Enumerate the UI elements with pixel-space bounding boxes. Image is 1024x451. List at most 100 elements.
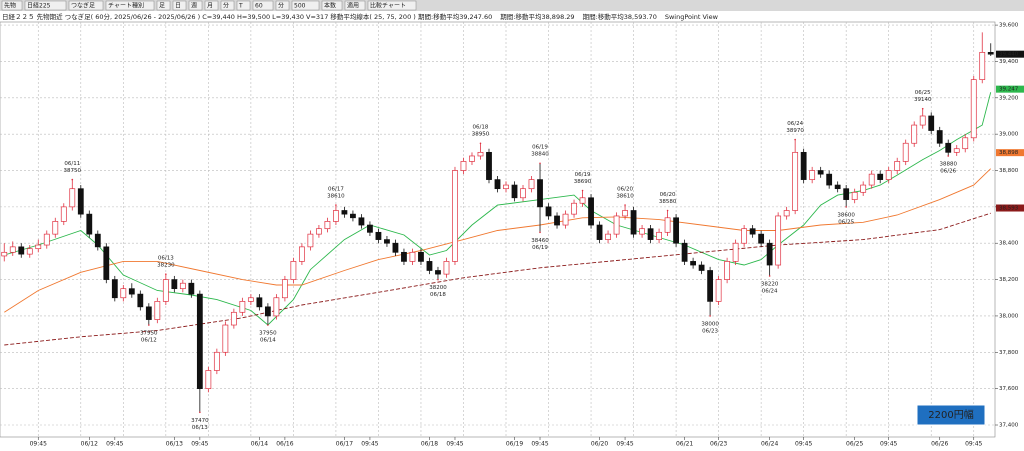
swing-label: 06/24 [762, 288, 778, 294]
swing-point [624, 204, 626, 206]
x-tick-label: 06/24 [761, 441, 778, 448]
swing-point [845, 206, 847, 208]
y-tick-label: 37,800 [999, 350, 1019, 356]
candle-body [911, 124, 918, 144]
candle-body [103, 246, 110, 280]
candle-body [639, 228, 645, 235]
swing-label: 06/13 [158, 256, 174, 262]
toolbar-label: 適用 [347, 2, 359, 10]
toolbar-button[interactable] [24, 0, 67, 11]
y-tick-label: 38,000 [999, 313, 1019, 319]
toolbar-button[interactable] [236, 0, 251, 11]
candle-body [188, 282, 195, 295]
swing-point [437, 278, 439, 281]
y-tick-label: 38,400 [999, 241, 1019, 247]
price-tag-label: 39,440 [999, 52, 1019, 58]
candle-body [205, 370, 212, 389]
price-tag-label: 38,593 [999, 206, 1019, 212]
candle-body [715, 279, 722, 302]
candle-body [945, 142, 952, 153]
legend-entry: 期間:移動平均38,898.29 [500, 12, 574, 21]
toolbar-button[interactable] [321, 0, 343, 11]
candle-body [86, 213, 93, 235]
toolbar-button[interactable] [68, 0, 104, 11]
swing-point [768, 275, 771, 277]
toolbar-label: つなぎ足 [71, 2, 95, 10]
toolbar-button[interactable] [344, 0, 366, 11]
candle-body [367, 224, 373, 233]
x-tick-label: 09:45 [965, 441, 982, 448]
toolbar-label: T [238, 3, 243, 10]
candle-body [656, 231, 662, 240]
x-tick-label: 06/13 [166, 441, 183, 448]
x-tick-label: 09:45 [30, 441, 47, 448]
candle-body [792, 151, 799, 211]
candle-body [809, 170, 816, 180]
toolbar-button[interactable] [291, 0, 320, 11]
swing-point [921, 107, 924, 110]
candle-body [622, 210, 628, 217]
y-tick-label: 37,400 [999, 423, 1019, 429]
legend-entry: 期間:移動平均39,247.60 [418, 12, 492, 21]
y-tick-label: 39,000 [999, 132, 1019, 138]
toolbar-label: 日 [175, 3, 181, 10]
x-tick-label: 09:45 [795, 441, 812, 448]
candle-body [919, 115, 926, 126]
x-tick-label: 06/19 [506, 441, 523, 448]
toolbar-button[interactable] [367, 0, 417, 11]
swing-label: 38950 [472, 132, 490, 138]
x-tick-label: 06/12 [81, 441, 98, 448]
swing-label: 06/25 [838, 219, 854, 225]
toolbar-button[interactable] [188, 0, 203, 11]
candle-body [128, 288, 135, 295]
toolbar-button[interactable] [156, 0, 171, 11]
toolbar-label: 本数 [324, 2, 336, 10]
candle-body [698, 264, 705, 271]
candle-body [749, 228, 756, 235]
price-tag-label: 38,898 [999, 150, 1019, 156]
swing-point [165, 273, 167, 275]
candle-body [230, 311, 237, 326]
x-tick-label: 06/20 [591, 441, 608, 448]
candle-body [443, 261, 450, 275]
swing-label: 38600 [837, 212, 855, 218]
candle-body [885, 170, 892, 180]
toolbar-label: 分 [223, 2, 229, 10]
toolbar-label: 比較チャート [370, 2, 406, 10]
swing-label: 06/17 [328, 187, 344, 193]
candle-body [43, 233, 50, 246]
toolbar-button[interactable] [204, 0, 219, 11]
candle-body [554, 215, 560, 226]
candle-body [545, 206, 552, 217]
candle-body [579, 197, 586, 204]
candle-body [52, 221, 59, 235]
moving-average-line [4, 212, 991, 346]
toolbar-button[interactable] [252, 0, 274, 11]
candle-body [851, 191, 858, 200]
candle-body [758, 233, 765, 244]
toolbar-button[interactable] [220, 0, 235, 11]
x-tick-label: 09:45 [361, 441, 378, 448]
candle-body [418, 251, 424, 262]
candle-body [137, 293, 144, 308]
swing-label: 06/12 [141, 338, 157, 344]
candle-body [281, 279, 288, 299]
candle-body [724, 261, 731, 280]
legend-entry: 期間:移動平均38,593.70 [583, 12, 657, 21]
swing-label: 38580 [659, 199, 677, 205]
candle-body [409, 251, 416, 262]
candle-body [341, 210, 348, 215]
toolbar-button[interactable] [1, 0, 23, 11]
swing-label: 06/26 [940, 168, 956, 174]
toolbar-button[interactable] [172, 0, 187, 11]
candle-body [647, 228, 654, 240]
toolbar-button[interactable] [105, 0, 155, 11]
candle-body [775, 215, 782, 266]
candle-body [962, 137, 969, 150]
candle-body [588, 197, 594, 226]
candle-body [766, 242, 773, 266]
toolbar-button[interactable] [275, 0, 290, 11]
candle-body [384, 239, 390, 244]
candle-body [392, 242, 399, 253]
candle-body [605, 233, 611, 240]
